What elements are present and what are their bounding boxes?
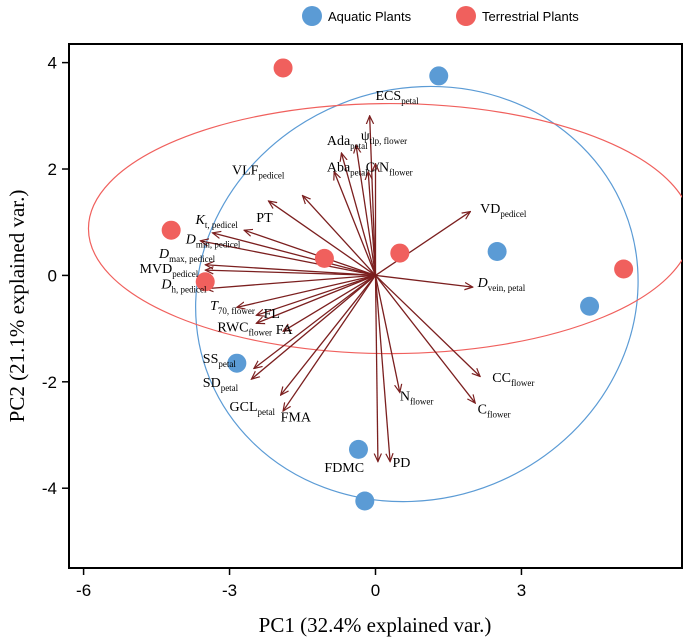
point-aquatic-5 <box>355 491 375 511</box>
legend: Aquatic Plants Terrestrial Plants <box>302 6 579 26</box>
loading-label-20: SSpetal <box>203 352 237 369</box>
x-tick-label-0: -6 <box>76 581 91 600</box>
y-axis-title: PC2 (21.1% explained var.) <box>5 190 29 423</box>
loading-arrow-14 <box>205 274 376 288</box>
y-tick-label-1: 2 <box>48 160 57 179</box>
loading-label-13: MVDpedicel <box>140 262 199 279</box>
point-aquatic-2 <box>580 296 600 316</box>
loading-arrow-15 <box>375 274 473 287</box>
legend-marker-aquatic <box>302 6 322 26</box>
sample-points <box>161 58 634 511</box>
loading-arrow-8 <box>375 212 471 276</box>
y-tick-label-2: 0 <box>48 266 57 285</box>
point-terrestrial-4 <box>390 243 410 263</box>
loading-label-0: ECSpetal <box>376 89 420 106</box>
loading-label-1: Adapetal <box>327 134 368 151</box>
loading-arrow-17 <box>256 274 376 315</box>
x-tick-label-2: 0 <box>371 581 380 600</box>
loading-arrow-11 <box>200 241 376 277</box>
x-tick-label-3: 3 <box>517 581 526 600</box>
loading-label-27: CCflower <box>492 371 534 388</box>
loading-arrow-24 <box>376 275 378 461</box>
loading-label-10: Kt, pedicel <box>194 213 238 230</box>
loading-label-24: FDMC <box>324 461 364 476</box>
y-tick-label-0: 4 <box>48 54 57 73</box>
loading-label-19: FA <box>276 323 294 338</box>
point-terrestrial-5 <box>614 259 634 279</box>
x-tick-label-1: -3 <box>222 581 237 600</box>
loading-arrow-28 <box>374 275 476 403</box>
loading-label-15: Dvein, petal <box>477 276 526 293</box>
point-aquatic-1 <box>487 241 507 261</box>
loading-label-18: RWCflower <box>217 320 272 337</box>
loading-arrow-7 <box>303 196 376 276</box>
confidence-ellipses <box>87 85 682 503</box>
loading-arrow-18 <box>256 274 376 323</box>
legend-label-aquatic: Aquatic Plants <box>328 9 412 24</box>
loading-label-4: C/Nflower <box>366 161 413 178</box>
loading-arrow-26 <box>374 275 400 392</box>
y-axis: 4 2 0 -2 -4 <box>42 54 69 498</box>
loading-arrow-27 <box>375 274 481 376</box>
loading-label-14: Dh, pedicel <box>160 278 207 295</box>
point-aquatic-3 <box>227 353 247 373</box>
loading-arrow-22 <box>281 275 377 395</box>
loading-label-9: PT <box>256 211 273 226</box>
loading-label-17: FL <box>264 307 280 322</box>
x-axis: -6 -3 0 3 <box>76 568 526 600</box>
loading-label-21: SDpetal <box>203 376 239 393</box>
loading-arrow-1 <box>341 153 377 276</box>
point-terrestrial-1 <box>161 220 181 240</box>
loading-label-3: Abapetal <box>327 161 368 178</box>
point-terrestrial-2 <box>195 272 215 292</box>
loading-arrow-0 <box>370 116 377 276</box>
loading-arrow-4 <box>368 172 377 276</box>
point-terrestrial-0 <box>273 58 293 78</box>
point-aquatic-0 <box>429 66 449 86</box>
loading-arrow-6 <box>268 201 376 276</box>
loading-arrow-12 <box>205 265 376 277</box>
loading-label-12: Dmax, pedicel <box>158 247 216 264</box>
x-axis-title: PC1 (32.4% explained var.) <box>259 613 492 637</box>
loading-label-2: ψtlp, flower <box>361 129 407 146</box>
loading-label-22: GCLpetal <box>230 400 276 417</box>
loading-label-16: T70, flower <box>210 299 255 316</box>
loading-arrow-21 <box>251 274 376 379</box>
loading-label-6: VLFpedicel <box>232 163 285 180</box>
loading-arrow-16 <box>237 274 376 307</box>
plot-area <box>87 58 682 511</box>
loading-arrow-25 <box>374 275 391 461</box>
loading-label-25: PD <box>393 456 411 471</box>
y-tick-label-4: -4 <box>42 479 57 498</box>
loading-arrow-10 <box>213 233 376 277</box>
y-tick-label-3: -2 <box>42 373 57 392</box>
ellipse-aquatic <box>195 85 639 503</box>
point-terrestrial-3 <box>314 248 334 268</box>
loading-arrow-2 <box>356 145 377 276</box>
legend-marker-terrestrial <box>456 6 476 26</box>
loading-label-8: VDpedicel <box>480 202 527 219</box>
loading-arrow-13 <box>205 270 376 277</box>
loading-label-28: Cflower <box>478 403 511 420</box>
loading-arrow-9 <box>244 230 376 277</box>
loading-label-23: FMA <box>281 411 312 426</box>
loading-arrow-19 <box>283 274 376 331</box>
point-aquatic-4 <box>348 439 368 459</box>
loading-arrow-3 <box>334 172 377 276</box>
loading-arrow-20 <box>254 274 376 368</box>
legend-label-terrestrial: Terrestrial Plants <box>482 9 579 24</box>
loading-label-11: Dmin, pedicel <box>185 232 241 249</box>
loading-vectors <box>200 116 480 462</box>
loading-arrow-23 <box>283 275 377 411</box>
loading-label-26: Nflower <box>400 389 434 406</box>
ellipse-terrestrial <box>87 103 682 355</box>
